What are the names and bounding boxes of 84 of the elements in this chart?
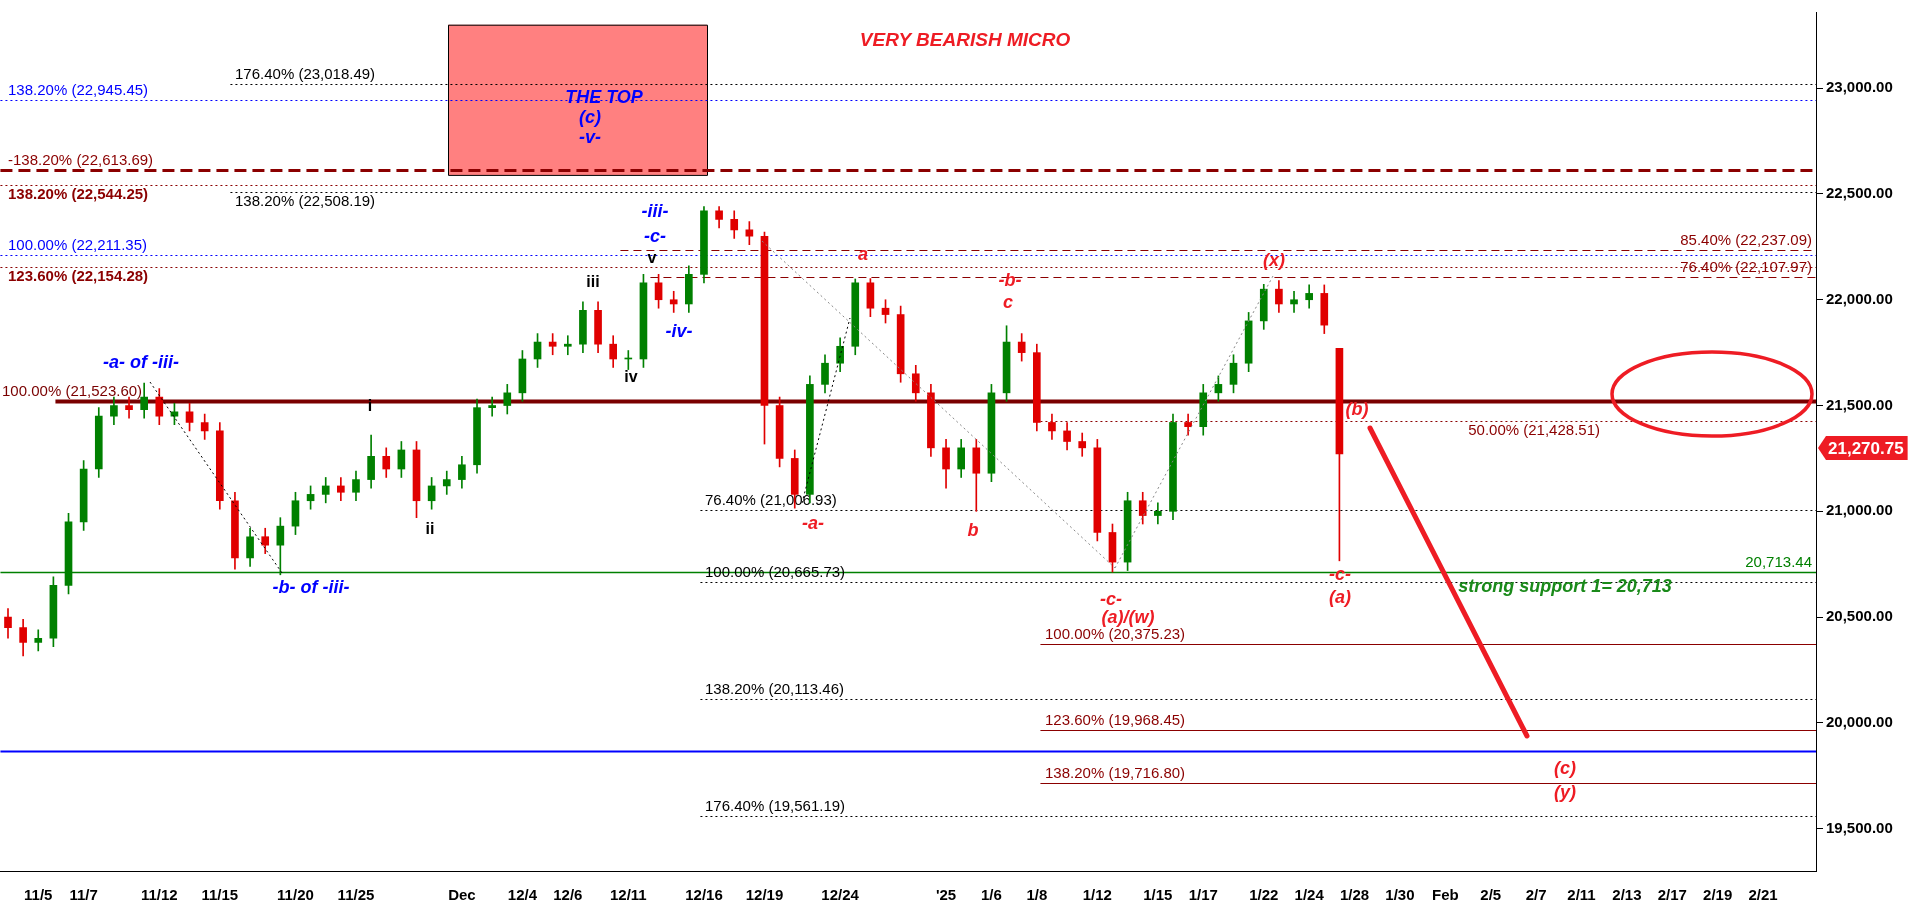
x-tick-label: 2/11 [1567, 886, 1596, 904]
x-tick-label: 12/6 [553, 886, 583, 904]
ref-line-label: -138.20% (22,613.69) [8, 151, 154, 169]
x-tick-label: 1/6 [981, 886, 1002, 904]
x-tick-label: 1/17 [1188, 886, 1218, 904]
annotation: -iii- [641, 200, 669, 221]
x-tick-label: 11/12 [140, 886, 178, 904]
x-tick-label: 11/5 [24, 886, 53, 904]
x-tick-label: '25 [935, 886, 957, 904]
ref-line-label: 138.20% (22,544.25) [8, 185, 149, 203]
annotation: iv [624, 368, 638, 386]
ref-line-label: 20,713.44 [1745, 553, 1812, 571]
annotation: (y) [1554, 781, 1576, 802]
x-tick-label: Feb [1431, 886, 1459, 904]
x-tick-label: 11/25 [337, 886, 375, 904]
ref-line-label: 138.20% (22,508.19) [235, 192, 376, 210]
x-tick-label: 2/13 [1612, 886, 1642, 904]
annotation: -c- [644, 225, 666, 246]
x-tick-label: 1/24 [1294, 886, 1325, 904]
y-tick-label: 21,500.00 [1826, 395, 1893, 413]
ref-line-label: 138.20% (19,716.80) [1045, 764, 1186, 782]
y-tick-label: 21,000.00 [1826, 501, 1893, 519]
x-tick-label: 2/7 [1525, 886, 1547, 904]
annotation: c [1002, 291, 1014, 312]
annotation: (b) [1345, 398, 1369, 419]
x-tick-label: 1/8 [1026, 886, 1048, 904]
annotation: -b- of -iii- [272, 576, 350, 597]
x-tick-label: 2/17 [1657, 886, 1687, 904]
annotation: v [647, 249, 657, 267]
y-tick-label: 22,000.00 [1826, 289, 1893, 307]
ref-line-label: 50.00% (21,428.51) [1468, 421, 1600, 439]
text: 21,270.75 [1828, 438, 1904, 458]
ref-line-label: 176.40% (23,018.49) [235, 65, 376, 83]
y-tick-label: 22,500.00 [1826, 184, 1893, 202]
x-tick-label: 12/16 [685, 886, 723, 904]
y-tick-label: 19,500.00 [1826, 818, 1893, 836]
ref-line-label: 138.20% (20,113.46) [705, 680, 844, 698]
annotation: (x) [1263, 250, 1285, 271]
candlestick [1290, 290, 1298, 313]
annotation: -iv- [665, 320, 693, 341]
x-tick-label: 2/19 [1703, 886, 1733, 904]
ref-line-label: 123.60% (22,154.28) [8, 267, 149, 285]
x-tick-label: 1/12 [1082, 886, 1112, 904]
ref-line-label: 85.40% (22,237.09) [1680, 231, 1812, 249]
candlestick [488, 396, 496, 417]
candlestick [34, 629, 43, 652]
annotation: (c) [1554, 757, 1576, 778]
x-tick-label: 2/21 [1748, 886, 1778, 904]
x-tick-label: 1/30 [1385, 886, 1415, 904]
x-tick-label: 12/11 [609, 886, 647, 904]
ref-line-label: 76.40% (22,107.97) [1680, 258, 1812, 276]
y-tick-label: 20,500.00 [1826, 607, 1893, 625]
x-tick-label: 11/15 [201, 886, 239, 904]
y-tick-label: 20,000.00 [1826, 713, 1893, 731]
x-tick-label: 12/24 [821, 886, 860, 904]
x-tick-label: 1/28 [1339, 886, 1370, 904]
ref-line-label: 100.00% (21,523.60) [2, 382, 143, 400]
annotation: iii [586, 273, 600, 291]
ref-line-label: 100.00% (22,211.35) [8, 236, 147, 254]
annotation: b [967, 519, 979, 540]
y-tick-label: 23,000.00 [1826, 78, 1893, 96]
annotation: i [367, 397, 373, 415]
ref-line-label: 176.40% (19,561.19) [705, 797, 846, 815]
candlestick [563, 335, 572, 356]
annotation: (c) [579, 106, 601, 127]
annotation: ii [425, 520, 435, 538]
x-tick-label: 1/15 [1143, 886, 1173, 904]
ref-line-label: 138.20% (22,945.45) [8, 81, 149, 99]
x-tick-label: 12/19 [745, 886, 784, 904]
x-tick-label: Dec [448, 886, 476, 904]
ref-line-label: 123.60% (19,968.45) [1045, 711, 1186, 729]
x-tick-label: 12/4 [507, 886, 538, 904]
annotation: (a) [1329, 586, 1351, 607]
x-tick-label: 11/20 [277, 886, 314, 904]
x-tick-label: 2/5 [1480, 886, 1502, 904]
annotation: strong support 1= 20,713 [1458, 575, 1672, 596]
annotation: -a- [802, 513, 824, 534]
candlestick [669, 290, 678, 313]
annotation: THE TOP [565, 86, 644, 107]
annotation: -a- of -iii- [103, 352, 179, 373]
x-tick-label: 1/22 [1249, 886, 1279, 904]
annotation: VERY BEARISH MICRO [859, 29, 1071, 51]
annotation: -v- [579, 126, 601, 147]
x-tick-label: 11/7 [69, 886, 98, 904]
